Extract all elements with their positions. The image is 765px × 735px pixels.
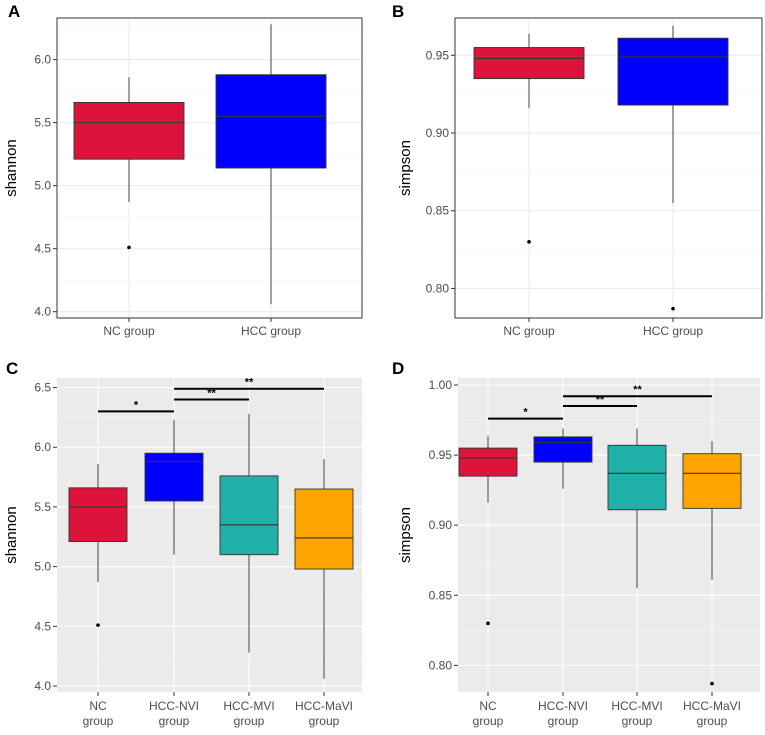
box-iqr <box>144 452 204 502</box>
box-1 <box>458 435 518 626</box>
significance-label: ** <box>596 394 605 406</box>
box-2 <box>144 419 204 555</box>
box-4 <box>294 459 354 679</box>
box-iqr <box>682 453 742 509</box>
box-1 <box>473 33 585 244</box>
box-3 <box>607 428 667 589</box>
outlier-point <box>486 621 490 626</box>
y-tick-label: 4.5 <box>34 619 51 633</box>
y-tick-label: 0.90 <box>429 518 453 532</box>
significance-label: * <box>523 407 528 419</box>
outlier-point <box>710 681 714 686</box>
y-tick-label: 0.95 <box>429 448 453 462</box>
x-tick-label-line1: NC <box>479 699 497 713</box>
panel-a: A 4.0 4.5 5.0 5.5 6.0 shannon NC group HCC group <box>3 2 363 338</box>
y-tick-label: 5.5 <box>34 116 51 130</box>
y-tick-label: 5.0 <box>34 179 51 193</box>
y-tick-label: 6.5 <box>34 381 51 395</box>
x-tick-label-line1: NC <box>89 699 107 713</box>
y-tick-label: 5.0 <box>34 560 51 574</box>
significance-label: ** <box>245 377 254 389</box>
x-tick-label-line2: group <box>234 714 265 728</box>
y-tick-label: 0.85 <box>429 588 453 602</box>
x-tick-label-line2: group <box>548 714 579 728</box>
x-tick-label-line1: HCC-NVI <box>538 699 588 713</box>
x-tick-label: HCC group <box>241 324 301 338</box>
box-2 <box>617 25 729 311</box>
box-iqr <box>219 475 279 556</box>
x-tick-label-line2: group <box>473 714 504 728</box>
y-tick-label: 0.80 <box>426 281 450 295</box>
box-2 <box>533 428 593 489</box>
panel-d: D0.800.850.900.951.00simpsonNCgroupHCC-N… <box>392 359 760 728</box>
y-tick-label: 6.0 <box>34 440 51 454</box>
box-iqr <box>533 436 593 463</box>
y-tick-label: 1.00 <box>429 378 453 392</box>
outlier-point <box>127 245 131 250</box>
box-iqr <box>215 74 327 169</box>
significance-label: ** <box>633 384 642 396</box>
box-1 <box>68 463 128 627</box>
panel-letter: C <box>6 359 18 378</box>
plot-background <box>458 378 760 692</box>
x-tick-label-line1: HCC-MaVI <box>683 699 741 713</box>
y-tick-label: 4.5 <box>34 242 51 256</box>
x-tick-label-line2: group <box>697 714 728 728</box>
x-tick-label-line1: HCC-NVI <box>149 699 199 713</box>
y-tick-label: 4.0 <box>34 305 51 319</box>
significance-label: ** <box>207 387 216 399</box>
plot-border <box>454 17 763 319</box>
x-tick-label: NC group <box>503 324 555 338</box>
outlier-point <box>527 240 531 244</box>
box-iqr <box>458 447 518 477</box>
x-tick-label: HCC group <box>643 324 703 338</box>
y-tick-label: 6.0 <box>34 53 51 67</box>
outlier-point <box>671 306 675 311</box>
box-iqr <box>294 488 354 570</box>
x-tick-label-line2: group <box>83 714 114 728</box>
panel-letter: A <box>8 2 20 21</box>
panel-c: C4.04.55.05.56.06.5shannonNCgroupHCC-NVI… <box>3 359 362 728</box>
y-axis-title: simpson <box>397 140 414 196</box>
x-tick-label: NC group <box>103 324 155 338</box>
y-tick-label: 0.85 <box>426 204 450 218</box>
x-tick-label-line2: group <box>622 714 653 728</box>
x-tick-label-line1: HCC-MVI <box>223 699 274 713</box>
y-axis-title: shannon <box>3 139 20 197</box>
box-iqr <box>73 102 185 160</box>
box-iqr <box>607 444 667 511</box>
box-iqr <box>617 37 729 106</box>
panel-letter: B <box>392 2 404 21</box>
box-iqr <box>473 47 585 80</box>
box-2 <box>215 24 327 305</box>
y-axis-title: shannon <box>3 506 20 564</box>
x-tick-label-line2: group <box>159 714 190 728</box>
plot-border <box>56 17 363 319</box>
x-tick-label-line2: group <box>309 714 340 728</box>
significance-label: * <box>134 399 139 411</box>
y-tick-label: 5.5 <box>34 500 51 514</box>
box-1 <box>73 77 185 250</box>
y-tick-label: 0.95 <box>426 48 450 62</box>
y-tick-label: 0.90 <box>426 126 450 140</box>
panel-letter: D <box>392 359 404 378</box>
box-iqr <box>68 487 128 543</box>
box-3 <box>219 413 279 653</box>
x-tick-label-line1: HCC-MVI <box>611 699 662 713</box>
x-tick-label-line1: HCC-MaVI <box>295 699 353 713</box>
panel-b: B 0.80 0.85 0.90 0.95 simpson NC group HCC grou… <box>392 2 763 338</box>
y-axis-title: simpson <box>397 507 414 563</box>
y-tick-label: 4.0 <box>34 679 51 693</box>
y-tick-label: 0.80 <box>429 658 453 672</box>
box-4 <box>682 441 742 686</box>
outlier-point <box>96 623 100 627</box>
